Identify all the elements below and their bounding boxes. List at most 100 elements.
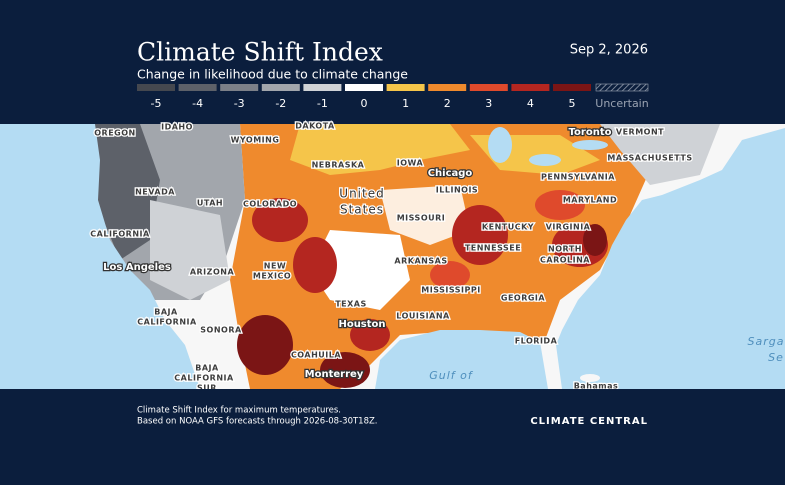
region-label: DAKOTA: [295, 122, 335, 131]
pacific: [0, 124, 200, 389]
legend-label: 0: [361, 97, 368, 110]
legend-swatch: [261, 84, 300, 91]
legend-label: -1: [317, 97, 328, 110]
city-label: Chicago: [428, 168, 473, 179]
region-label: VERMONT: [616, 128, 664, 137]
region-label: CALIFORNIA: [174, 374, 234, 383]
hot-spot: [350, 319, 390, 351]
uncertain-label: Uncertain: [595, 97, 648, 110]
city-label: Monterrey: [305, 369, 364, 380]
legend-swatch: [178, 84, 217, 91]
country-label: United: [339, 187, 384, 201]
legend-swatch: [345, 84, 383, 91]
hot-spot: [583, 224, 607, 256]
hot-spot: [252, 198, 308, 242]
region-label: MEXICO: [253, 272, 291, 281]
region-label: TEXAS: [335, 300, 367, 309]
cool-region: [150, 200, 230, 300]
legend-swatch: [469, 84, 508, 91]
heat-region: [290, 124, 470, 175]
region-label: LOUISIANA: [396, 312, 450, 321]
hot-spot: [237, 315, 293, 375]
footer-bg: [0, 389, 785, 485]
region-label: MASSACHUSETTS: [607, 154, 692, 163]
legend-label: -2: [275, 97, 286, 110]
region-label: ILLINOIS: [436, 186, 478, 195]
cool-region: [600, 124, 720, 185]
neutral-region: [310, 230, 410, 310]
city-label: Toronto: [569, 127, 612, 138]
region-label: UTAH: [197, 199, 223, 208]
gulf: [375, 330, 548, 389]
region-label: MISSOURI: [397, 214, 446, 223]
lake: [488, 127, 512, 163]
water-label: Se: [768, 351, 784, 364]
legend-label: 1: [402, 97, 409, 110]
region-label: CALIFORNIA: [137, 318, 197, 327]
city-label: Bahamas: [574, 382, 619, 391]
lake: [572, 140, 608, 150]
baja: [178, 300, 215, 389]
hot-spot: [452, 205, 508, 265]
region-label: IOWA: [397, 159, 424, 168]
region-label: COLORADO: [243, 200, 297, 209]
region-label: IDAHO: [161, 123, 193, 132]
region-label: CAROLINA: [540, 256, 590, 265]
legend-label: 2: [444, 97, 451, 110]
legend-label: -5: [151, 97, 162, 110]
region-label: WYOMING: [231, 136, 280, 145]
legend-swatch: [428, 84, 467, 91]
region-label: GEORGIA: [501, 294, 546, 303]
legend-swatch: [511, 84, 550, 91]
legend-label: -3: [234, 97, 245, 110]
region-label: FLORIDA: [515, 337, 558, 346]
legend-swatch: [303, 84, 342, 91]
map: [0, 124, 785, 389]
region-label: NEVADA: [135, 188, 175, 197]
island: [580, 374, 600, 382]
water-label: Gulf of: [429, 369, 474, 382]
heat-region: [230, 124, 650, 389]
footer-note: Based on NOAA GFS forecasts through 2026…: [137, 417, 378, 427]
brand: CLIMATE CENTRAL: [530, 416, 648, 427]
city-label: Los Angeles: [103, 262, 171, 273]
hot-spot: [320, 352, 370, 388]
legend-label: 3: [485, 97, 492, 110]
legend-swatch: [220, 84, 259, 91]
hot-spot: [430, 261, 470, 289]
subtitle: Change in likelihood due to climate chan…: [137, 67, 408, 82]
region-label: SONORA: [200, 326, 242, 335]
region-label: TENNESSEE: [465, 244, 521, 253]
atlantic: [556, 128, 785, 389]
hot-spot: [535, 190, 585, 220]
legend-swatch: [137, 84, 175, 91]
legend-label: 5: [569, 97, 576, 110]
region-label: NEBRASKA: [312, 161, 365, 170]
city-label: Houston: [338, 319, 385, 330]
region-label: OREGON: [94, 129, 136, 138]
legend-label: -4: [192, 97, 203, 110]
region-label: ARIZONA: [190, 268, 235, 277]
region-label: SUR: [197, 384, 217, 393]
region-label: CALIFORNIA: [90, 230, 150, 239]
date: Sep 2, 2026: [570, 43, 648, 58]
map-labels: OREGON IDAHO DAKOTA WYOMING NEBRASKA IOW…: [89, 120, 785, 394]
hot-spot: [293, 237, 337, 293]
region-label: BAJA: [195, 364, 219, 373]
region-label: KENTUCKY: [482, 223, 534, 232]
region-label: NEW: [264, 262, 286, 271]
cool-region: [80, 124, 160, 260]
neutral-region: [380, 185, 470, 245]
water-label: Sarga: [748, 335, 785, 348]
header-bg: [0, 0, 785, 124]
region-label: MARYLAND: [563, 196, 617, 205]
region-label: ARKANSAS: [394, 257, 447, 266]
country-label: States: [340, 203, 384, 217]
footer-note: Climate Shift Index for maximum temperat…: [137, 406, 341, 416]
uncertain-swatch: [595, 83, 649, 92]
title: Climate Shift Index: [137, 38, 383, 67]
region-label: COAHUILA: [291, 351, 341, 360]
region-label: VIRGINIA: [546, 223, 591, 232]
legend-swatch: [553, 84, 591, 91]
